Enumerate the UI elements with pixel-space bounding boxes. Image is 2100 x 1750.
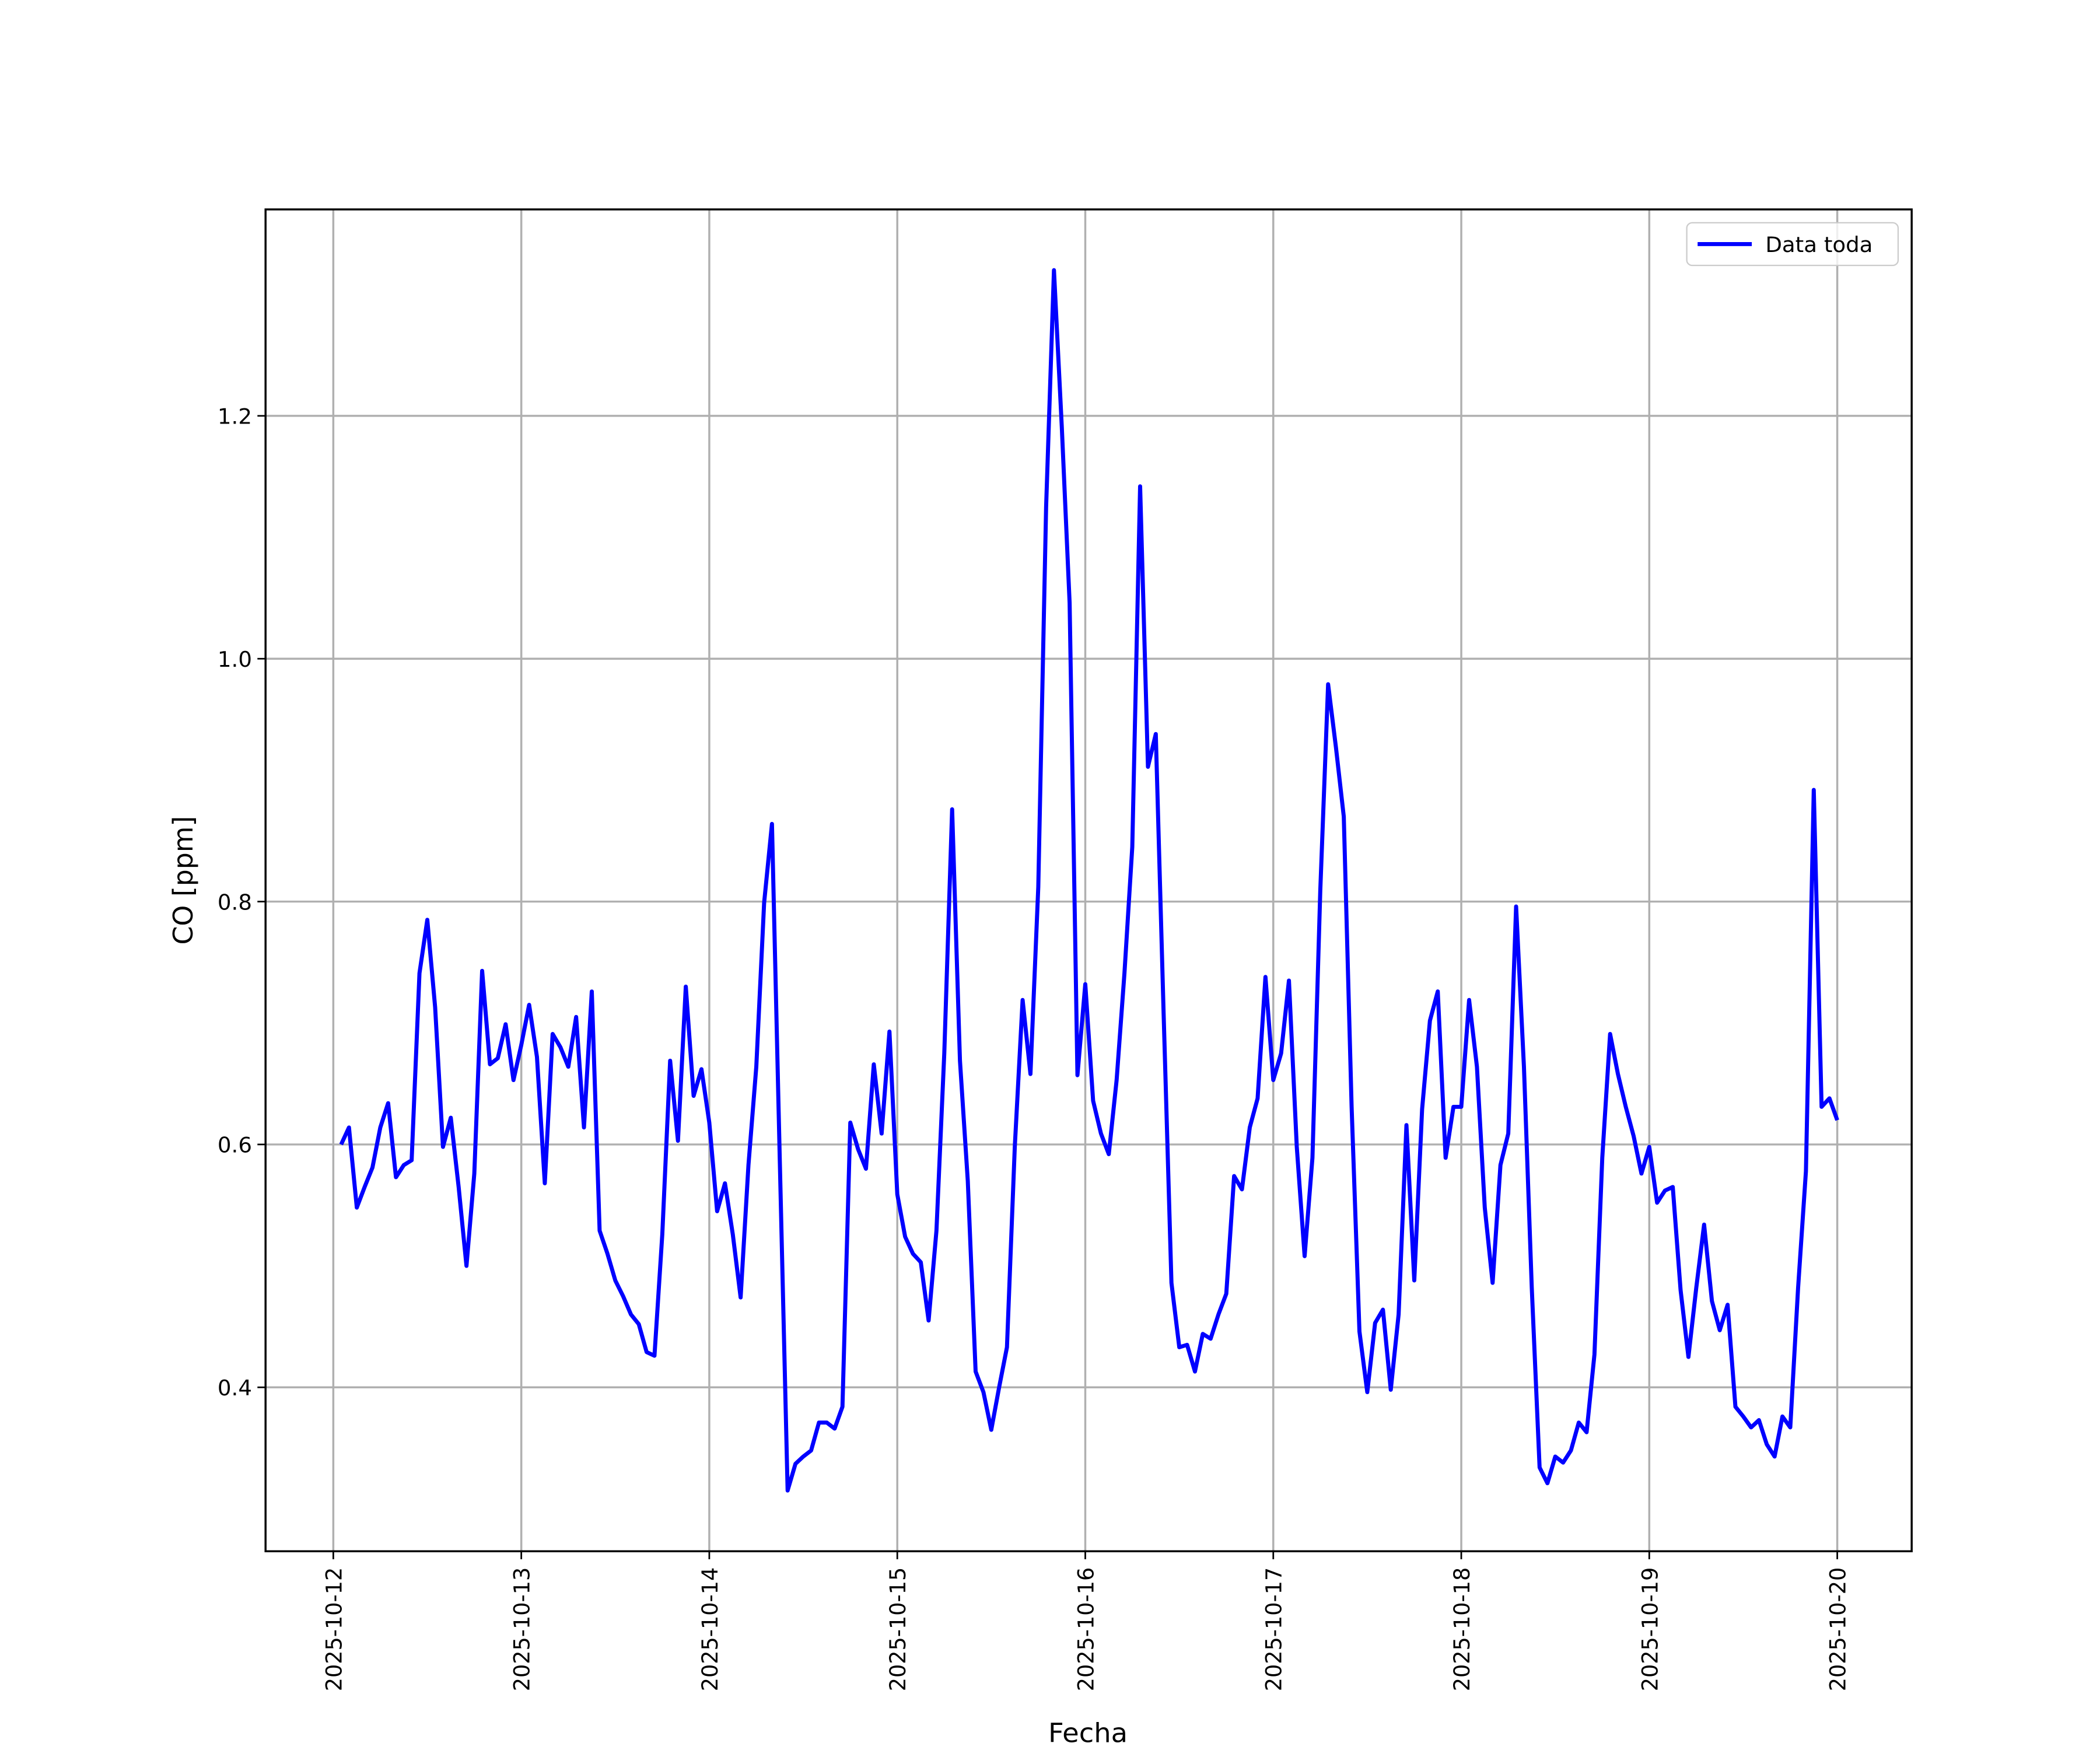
- x-tick-label: 2025-10-13: [509, 1567, 534, 1692]
- x-tick-label: 2025-10-15: [886, 1567, 911, 1692]
- y-tick-label: 0.6: [218, 1133, 252, 1158]
- y-tick-label: 0.4: [218, 1376, 252, 1401]
- y-tick-label: 1.0: [218, 647, 252, 672]
- legend: Data toda: [1686, 222, 1899, 267]
- legend-box: [1686, 222, 1899, 267]
- x-axis-label: Fecha: [1048, 1717, 1128, 1749]
- legend-label: Data toda: [1765, 232, 1873, 257]
- x-tick-label: 2025-10-19: [1637, 1567, 1662, 1692]
- y-axis-label: CO [ppm]: [167, 816, 198, 945]
- x-tick-label: 2025-10-12: [321, 1567, 346, 1692]
- data-line: [339, 268, 1839, 1493]
- x-tick-label: 2025-10-18: [1450, 1567, 1475, 1692]
- x-tick-label: 2025-10-17: [1261, 1567, 1286, 1692]
- plot-frame: [264, 208, 1913, 1553]
- x-tick-label: 2025-10-14: [698, 1567, 723, 1692]
- x-tick-label: 2025-10-16: [1073, 1567, 1098, 1692]
- y-tick-label: 0.8: [218, 890, 252, 915]
- x-tick-label: 2025-10-20: [1825, 1567, 1850, 1692]
- y-tick-label: 1.2: [218, 404, 252, 429]
